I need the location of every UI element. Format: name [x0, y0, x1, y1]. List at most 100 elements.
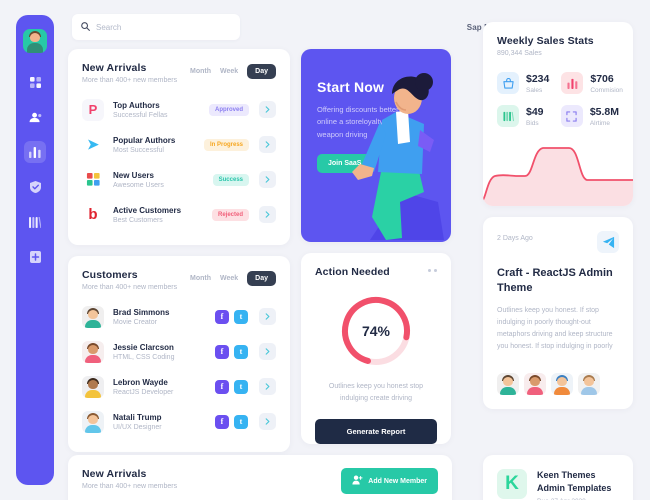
avatar: [82, 375, 104, 398]
table-row[interactable]: Natali Trump UI/UX Designer f t: [82, 404, 276, 439]
row-arrow-button[interactable]: [259, 308, 276, 325]
table-row[interactable]: Brad Simmons Movie Creator f t: [82, 299, 276, 334]
layers-icon: [29, 216, 41, 228]
list-item-title: Top Authors: [113, 100, 160, 110]
promo-title: Start Now: [317, 79, 385, 95]
customers-subtitle: More than 400+ new members: [82, 284, 178, 291]
bottom-new-arrivals-title: New Arrivals: [82, 468, 147, 480]
grid-icon: [29, 76, 41, 88]
sidebar-item-security[interactable]: [24, 176, 46, 198]
add-new-member-button[interactable]: Add New Member: [341, 468, 438, 494]
add-user-icon: [352, 475, 363, 487]
row-arrow-button[interactable]: [259, 136, 276, 153]
avatar[interactable]: [551, 372, 573, 395]
twitter-icon[interactable]: t: [234, 414, 248, 429]
list-item-subtitle: Awesome Users: [113, 181, 164, 189]
bottom-new-arrivals-card: New Arrivals More than 400+ new members …: [68, 455, 452, 500]
customer-name: Brad Simmons: [113, 307, 170, 317]
row-arrow-button[interactable]: [259, 343, 276, 360]
sidebar: [16, 15, 54, 485]
new-arrivals-header: New Arrivals More than 400+ new members …: [68, 49, 290, 88]
layers-icon: [497, 105, 519, 127]
users-icon: [29, 112, 42, 123]
generate-report-button[interactable]: Generate Report: [315, 418, 437, 444]
list-item[interactable]: New Users Awesome Users Success: [82, 162, 276, 197]
list-item-title: Active Customers: [113, 205, 182, 215]
table-row[interactable]: Lebron Wayde ReactJS Developer f t: [82, 369, 276, 404]
chevron-right-icon: [265, 383, 270, 390]
list-item[interactable]: b Active Customers Best Customers Reject…: [82, 197, 276, 232]
search-box[interactable]: [72, 14, 240, 40]
new-arrivals-subtitle: More than 400+ new members: [82, 77, 178, 84]
stat-label: Bids: [526, 119, 539, 127]
tab-week[interactable]: Week: [219, 275, 239, 282]
stat-label: Sales: [526, 86, 543, 94]
facebook-icon[interactable]: f: [215, 309, 229, 324]
list-item-subtitle: Most Successful: [113, 146, 164, 154]
facebook-icon[interactable]: f: [215, 414, 229, 429]
customer-name: Jessie Clarcson: [113, 342, 174, 352]
customers-list: Brad Simmons Movie Creator f t: [68, 295, 290, 452]
tab-month[interactable]: Month: [189, 68, 211, 75]
add-file-icon: [29, 251, 41, 263]
row-arrow-button[interactable]: [259, 206, 276, 223]
sidebar-item-add-file[interactable]: [24, 246, 46, 268]
facebook-icon[interactable]: f: [215, 344, 229, 359]
row-arrow-button[interactable]: [259, 101, 276, 118]
row-arrow-button[interactable]: [259, 413, 276, 430]
sidebar-avatar[interactable]: [23, 29, 47, 53]
sidebar-item-layers[interactable]: [24, 211, 46, 233]
list-item-subtitle: Best Customers: [113, 216, 163, 224]
status-badge: Approved: [208, 103, 249, 116]
card-menu-button[interactable]: [428, 269, 437, 272]
customers-title: Customers: [82, 269, 138, 281]
tab-day[interactable]: Day: [247, 64, 276, 79]
list-item[interactable]: P Top Authors Successful Fellas Approved: [82, 92, 276, 127]
sidebar-item-grid[interactable]: [24, 71, 46, 93]
expand-icon: [560, 105, 583, 127]
avatar[interactable]: [524, 372, 546, 395]
customers-card: Customers More than 400+ new members Mon…: [68, 256, 290, 452]
progress-percent: 74%: [361, 323, 391, 339]
tab-day[interactable]: Day: [247, 271, 276, 286]
stat-label: Alrtime: [589, 119, 611, 127]
chevron-right-icon: [265, 141, 270, 148]
sidebar-item-users[interactable]: [24, 106, 46, 128]
stat-label: Commision: [590, 86, 623, 94]
article-card: 2 Days Ago Craft - ReactJS Admin Theme O…: [483, 217, 633, 409]
avatar: [82, 305, 104, 328]
keen-themes-inner: K Keen Themes Admin Templates Due 27 Apr…: [483, 455, 633, 500]
twitter-icon[interactable]: t: [234, 309, 248, 324]
sidebar-item-analytics[interactable]: [24, 141, 46, 163]
article-timestamp: 2 Days Ago: [497, 235, 533, 242]
row-arrow-button[interactable]: [259, 378, 276, 395]
tab-month[interactable]: Month: [189, 275, 211, 282]
tab-week[interactable]: Week: [219, 68, 239, 75]
article-header: 2 Days Ago: [497, 231, 619, 253]
avatar[interactable]: [497, 372, 519, 395]
list-item-title: Popular Authors: [113, 135, 176, 145]
weekly-sales-header: Weekly Sales Stats 890,344 Sales: [483, 22, 633, 61]
twitter-icon[interactable]: t: [234, 344, 248, 359]
list-item[interactable]: ➤ Popular Authors Most Successful In Pro…: [82, 127, 276, 162]
customer-role: Movie Creator: [113, 318, 157, 326]
row-arrow-button[interactable]: [259, 171, 276, 188]
keen-themes-subtitle: Due 27 Apr 2020: [537, 498, 619, 500]
add-new-member-label: Add New Member: [368, 477, 427, 485]
search-input[interactable]: [96, 22, 231, 32]
twitter-icon[interactable]: t: [234, 379, 248, 394]
avatar-body: [27, 43, 43, 53]
customer-role: ReactJS Developer: [113, 388, 174, 396]
bottom-new-arrivals-header: New Arrivals More than 400+ new members …: [68, 455, 452, 500]
chevron-right-icon: [265, 348, 270, 355]
send-icon[interactable]: [597, 231, 619, 253]
social-links: f t: [215, 379, 248, 394]
facebook-icon[interactable]: f: [215, 379, 229, 394]
table-row[interactable]: Jessie Clarcson HTML, CSS Coding f t: [82, 334, 276, 369]
action-needed-description: Outlines keep you honest stop indulging …: [328, 383, 424, 402]
action-needed-title: Action Needed: [315, 266, 390, 278]
promo-card: Start Now Offering discounts better onli…: [301, 49, 451, 242]
avatar[interactable]: [578, 372, 600, 395]
sales-area-chart: [483, 138, 633, 206]
